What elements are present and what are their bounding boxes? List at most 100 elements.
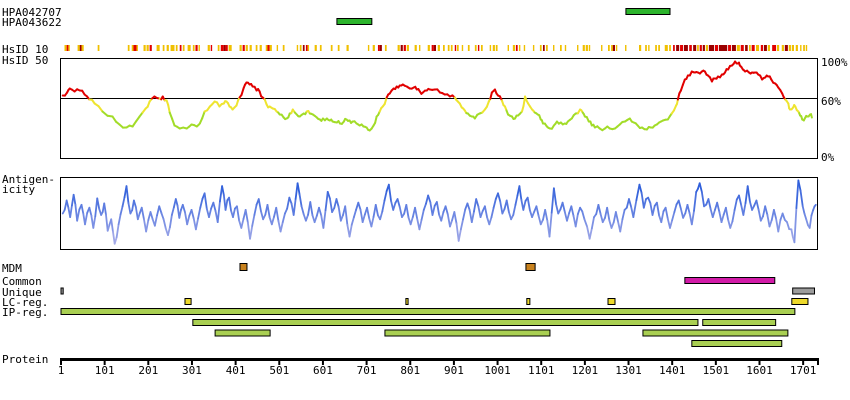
- hsid10-segment: [77, 45, 80, 51]
- antigenicity-line: [813, 203, 817, 208]
- antigenicity-line: [677, 199, 682, 210]
- antigenicity-line: [466, 202, 471, 211]
- antigenicity-line: [357, 201, 362, 211]
- probe-label-1: HPA042707: [2, 6, 62, 19]
- hsid10-segment: [267, 45, 270, 51]
- antigenicity-line: [300, 205, 305, 216]
- protein-axis-tick: [321, 361, 324, 365]
- protein-axis-tick: [234, 361, 237, 365]
- protein-axis-tick-label: 1001: [484, 364, 511, 377]
- antigenicity-line: [550, 187, 555, 214]
- hsid10-segment: [788, 45, 791, 51]
- hsid10-segment: [772, 45, 777, 51]
- antigenicity-line: [773, 208, 777, 220]
- antigenicity-line: [621, 208, 626, 221]
- hsid10-segment: [456, 45, 459, 51]
- antigenicity-line: [566, 212, 571, 222]
- hsid10-segment: [532, 45, 535, 51]
- antigenicity-line: [768, 219, 773, 228]
- hsid10-track-label: HsID 10: [2, 43, 49, 56]
- hsid10-segment: [577, 45, 579, 51]
- antigenicity-line: [251, 214, 256, 227]
- antigenicity-line: [203, 192, 208, 210]
- antigenicity-line: [790, 228, 794, 239]
- hsid10-segment: [259, 45, 262, 51]
- hsid50-line: [131, 120, 138, 128]
- protein-axis-end-tick: [817, 361, 819, 365]
- antigenicity-plot-box: [60, 177, 818, 250]
- antigenicity-line: [537, 214, 542, 226]
- antigenicity-line: [249, 225, 254, 240]
- hsid10-segment: [192, 45, 195, 51]
- hsid10-segment: [210, 45, 213, 51]
- antigenicity-line: [731, 208, 736, 223]
- antigenicity-line: [698, 182, 703, 193]
- hsid10-segment: [187, 45, 191, 51]
- antigenicity-line: [103, 202, 107, 216]
- hsid10-segment: [97, 45, 100, 51]
- probe-label-2: HPA043622: [2, 16, 62, 29]
- antigenicity-line: [72, 193, 77, 206]
- antigenicity-line: [793, 207, 798, 244]
- antigenicity-line: [693, 190, 698, 212]
- antigenicity-line: [799, 189, 804, 208]
- antigenicity-line: [671, 211, 676, 221]
- antigenicity-line: [84, 211, 89, 226]
- antigenicity-line: [212, 201, 217, 212]
- antigenicity-line: [409, 216, 414, 226]
- antigenicity-line: [169, 214, 173, 229]
- hsid50-line: [489, 91, 493, 100]
- hsid10-segment: [319, 45, 322, 51]
- hsid10-segment: [182, 45, 185, 51]
- hsid10-segment: [223, 45, 226, 51]
- hsid10-segment: [480, 45, 483, 51]
- antigenicity-line: [318, 206, 323, 217]
- antigenicity-line: [160, 212, 165, 221]
- antigenicity-line: [208, 207, 213, 219]
- antigenicity-line: [313, 214, 318, 224]
- hsid10-segment: [702, 45, 705, 51]
- antigenicity-line: [786, 221, 791, 230]
- hsid10-segment: [515, 45, 518, 51]
- antigenicity-line: [228, 196, 232, 212]
- hsid10-segment: [718, 45, 728, 51]
- hsid10-segment: [225, 45, 228, 51]
- antigenicity-line: [488, 216, 493, 226]
- antigenicity-line: [115, 223, 120, 239]
- protein-axis-tick-label: 801: [400, 364, 420, 377]
- antigenicity-line: [473, 198, 478, 213]
- antigenicity-line: [117, 213, 122, 226]
- antigenicity-line: [190, 208, 195, 220]
- antigenicity-line: [149, 211, 154, 221]
- antigenicity-line: [418, 218, 423, 231]
- hsid10-segment: [447, 45, 450, 51]
- hsid10-segment: [477, 45, 480, 51]
- antigenicity-line: [614, 211, 619, 223]
- protein-axis-tick-label: 401: [226, 364, 246, 377]
- antigenicity-line: [635, 183, 641, 202]
- antigenicity-line: [570, 205, 575, 217]
- antigenicity-line: [470, 210, 475, 224]
- antigenicity-line: [110, 218, 114, 233]
- antigenicity-line: [711, 208, 716, 219]
- antigenicity-line: [690, 209, 695, 226]
- antigenicity-line: [729, 220, 734, 229]
- antigenicity-line: [194, 217, 199, 231]
- common-track-label: Common: [2, 275, 42, 288]
- antigenicity-line: [398, 206, 403, 219]
- antigenicity-line: [76, 208, 81, 222]
- antigenicity-line: [257, 198, 262, 213]
- mdm-box: [239, 263, 248, 271]
- antigenicity-line: [127, 202, 132, 215]
- hsid50-line: [240, 87, 245, 96]
- protein-axis-tick-label: 1: [58, 364, 65, 377]
- hsid10-segment: [217, 45, 220, 51]
- antigenicity-line: [499, 200, 504, 215]
- hsid10-segment: [330, 45, 333, 51]
- hsid10-segment: [474, 45, 477, 51]
- antigenicity-line: [80, 203, 85, 215]
- antigenicity-line: [133, 199, 137, 209]
- antigenicity-line: [755, 199, 760, 211]
- hsid10-segment: [437, 45, 440, 51]
